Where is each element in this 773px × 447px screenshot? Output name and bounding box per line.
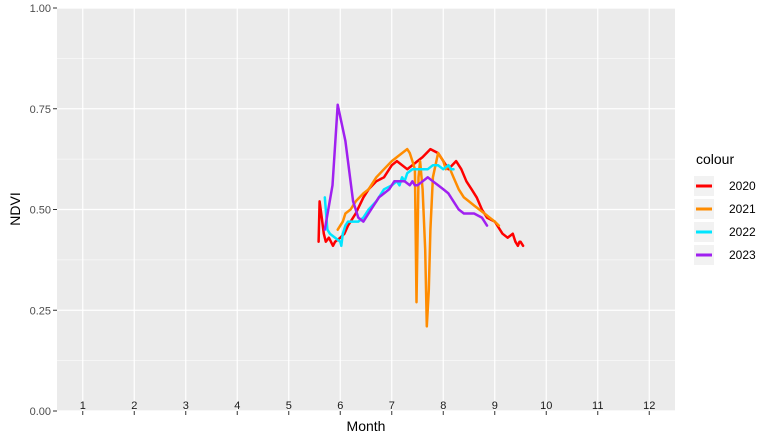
x-tick-label: 3 bbox=[183, 400, 189, 412]
x-axis-title: Month bbox=[347, 418, 386, 434]
y-tick-labels: 0.00 0.25 0.50 0.75 1.00 bbox=[30, 3, 51, 418]
major-gridlines bbox=[57, 7, 675, 412]
x-tick-label: 6 bbox=[337, 400, 343, 412]
x-tick-label: 8 bbox=[440, 400, 446, 412]
legend-label-2021: 2021 bbox=[729, 202, 756, 216]
legend-title: colour bbox=[696, 151, 734, 167]
legend-label-2020: 2020 bbox=[729, 179, 756, 193]
y-tick-label: 1.00 bbox=[30, 3, 51, 15]
x-tick-labels: 1 2 3 4 5 6 7 8 9 10 11 12 bbox=[80, 400, 656, 412]
y-tick-label: 0.00 bbox=[30, 406, 51, 418]
x-tick-label: 2 bbox=[131, 400, 137, 412]
x-tick-label: 11 bbox=[592, 400, 603, 412]
y-tick-label: 0.25 bbox=[30, 305, 51, 317]
y-tick-label: 0.75 bbox=[30, 104, 51, 116]
legend: colour 2020 2021 2022 2023 bbox=[694, 151, 756, 265]
x-tick-label: 9 bbox=[492, 400, 498, 412]
series-line-2023 bbox=[323, 103, 489, 231]
x-tick-label: 5 bbox=[286, 400, 292, 412]
y-axis-title: NDVI bbox=[7, 192, 23, 225]
series-line-2020 bbox=[317, 147, 525, 248]
minor-gridlines bbox=[57, 58, 675, 361]
axis-ticks bbox=[53, 7, 650, 415]
series-line-2021 bbox=[336, 147, 501, 328]
x-tick-label: 12 bbox=[643, 400, 655, 412]
x-tick-label: 7 bbox=[389, 400, 395, 412]
y-tick-label: 0.50 bbox=[30, 205, 51, 217]
x-tick-label: 10 bbox=[540, 400, 552, 412]
legend-label-2022: 2022 bbox=[729, 225, 756, 239]
x-tick-label: 1 bbox=[80, 400, 86, 412]
x-tick-label: 4 bbox=[234, 400, 240, 412]
series-layer bbox=[317, 103, 525, 328]
legend-label-2023: 2023 bbox=[729, 248, 756, 262]
